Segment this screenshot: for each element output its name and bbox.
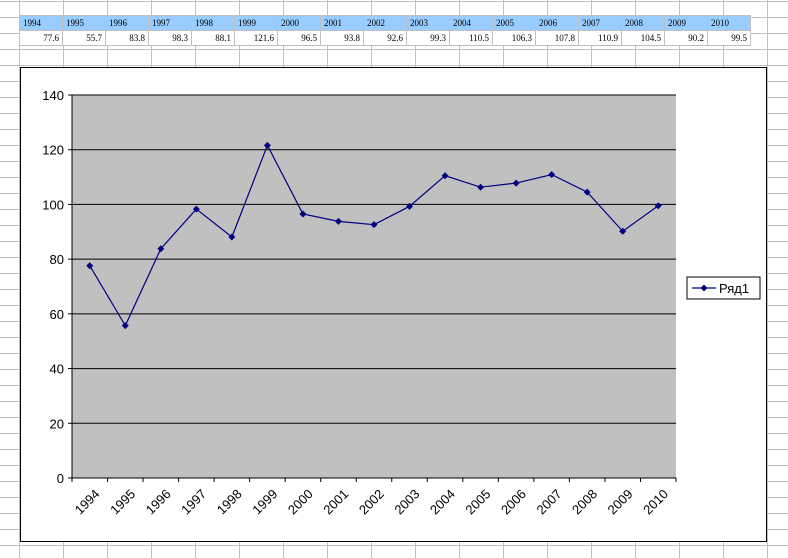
value-cell[interactable]: 92.6	[363, 30, 407, 46]
x-tick-label: 2002	[356, 486, 387, 517]
y-tick-label: 20	[50, 416, 64, 431]
plot-area	[72, 95, 676, 478]
x-tick-label: 2005	[462, 486, 493, 517]
data-point[interactable]	[370, 221, 378, 229]
y-tick-label: 60	[50, 307, 64, 322]
value-cell[interactable]: 88.1	[191, 30, 235, 46]
y-axis-ticks: 0 20 40 60 80 100 120 140	[42, 88, 72, 486]
y-tick-label: 100	[42, 197, 64, 212]
data-point[interactable]	[406, 202, 414, 210]
data-table: 1994 1995 1996 1997 1998 1999 2000 2001 2002 2003…	[19, 15, 751, 46]
legend: Ряд1	[686, 276, 761, 300]
x-tick-label: 1996	[143, 486, 174, 517]
year-cell[interactable]: 2009	[664, 15, 708, 31]
y-tick-label: 80	[50, 252, 64, 267]
x-tick-label: 2001	[320, 486, 351, 517]
chart-frame[interactable]: 0 20 40 60 80 100 120 140 1994 1995 1996 1997 1998 1…	[20, 67, 767, 542]
value-cell[interactable]: 107.8	[535, 30, 579, 46]
x-tick-label: 2008	[569, 486, 600, 517]
year-cell[interactable]: 2006	[535, 15, 579, 31]
x-tick-label: 2000	[285, 486, 316, 517]
value-cell[interactable]: 90.2	[664, 30, 708, 46]
y-tick-label: 120	[42, 143, 64, 158]
year-cell[interactable]: 2005	[492, 15, 536, 31]
year-cell[interactable]: 1999	[234, 15, 278, 31]
year-cell[interactable]: 2001	[320, 15, 364, 31]
year-cell[interactable]: 2004	[449, 15, 493, 31]
year-cell[interactable]: 2008	[621, 15, 665, 31]
data-point[interactable]	[157, 245, 165, 253]
value-cell[interactable]: 96.5	[277, 30, 321, 46]
data-point[interactable]	[583, 188, 591, 196]
value-cell[interactable]: 104.5	[621, 30, 665, 46]
gridlines	[72, 94, 676, 424]
legend-box	[686, 276, 761, 300]
value-cell[interactable]: 99.5	[707, 30, 751, 46]
series-layer	[86, 141, 662, 330]
x-tick-label: 1997	[178, 486, 209, 517]
value-cell[interactable]: 83.8	[105, 30, 149, 46]
year-cell[interactable]: 2003	[406, 15, 450, 31]
line-chart: 0 20 40 60 80 100 120 140 1994 1995 1996 1997 1998 1…	[42, 88, 761, 517]
year-cell[interactable]: 2000	[277, 15, 321, 31]
value-cell[interactable]: 93.8	[320, 30, 364, 46]
value-cell[interactable]: 110.5	[449, 30, 493, 46]
value-cell[interactable]: 55.7	[62, 30, 106, 46]
value-cell[interactable]: 110.9	[578, 30, 622, 46]
legend-label: Ряд1	[719, 281, 749, 296]
year-cell[interactable]: 1997	[148, 15, 192, 31]
year-cell[interactable]: 2010	[707, 15, 751, 31]
x-tick-label: 2007	[533, 486, 564, 517]
value-cell[interactable]: 121.6	[234, 30, 278, 46]
x-tick-label: 2006	[498, 486, 529, 517]
x-tick-label: 2003	[391, 486, 422, 517]
data-point[interactable]	[334, 217, 342, 225]
data-point[interactable]	[121, 322, 129, 330]
y-tick-label: 0	[57, 471, 64, 486]
x-axis-ticks: 1994 1995 1996 1997 1998 1999 2000 2001 2002 2003…	[71, 478, 677, 517]
data-point[interactable]	[228, 233, 236, 241]
data-point[interactable]	[86, 262, 94, 270]
x-tick-label: 1994	[72, 486, 103, 517]
x-tick-label: 2004	[427, 486, 458, 517]
data-point[interactable]	[548, 171, 556, 179]
year-cell[interactable]: 2002	[363, 15, 407, 31]
x-tick-label: 1995	[107, 486, 138, 517]
data-point[interactable]	[477, 183, 485, 191]
x-tick-label: 2009	[605, 486, 636, 517]
x-tick-label: 2010	[640, 486, 671, 517]
data-point[interactable]	[654, 202, 662, 210]
year-cell[interactable]: 2007	[578, 15, 622, 31]
data-point[interactable]	[263, 141, 271, 149]
year-header-row: 1994 1995 1996 1997 1998 1999 2000 2001 2002 2003…	[19, 15, 751, 31]
data-point[interactable]	[192, 205, 200, 213]
data-point[interactable]	[441, 172, 449, 180]
value-cell[interactable]: 106.3	[492, 30, 536, 46]
year-cell[interactable]: 1995	[62, 15, 106, 31]
data-point[interactable]	[619, 227, 627, 235]
x-tick-label: 1999	[249, 486, 280, 517]
year-cell[interactable]: 1996	[105, 15, 149, 31]
x-tick-label: 1998	[214, 486, 245, 517]
y-tick-label: 40	[50, 362, 64, 377]
value-row: 77.6 55.7 83.8 98.3 88.1 121.6 96.5 93.8 92.6 99.…	[19, 30, 751, 46]
year-cell[interactable]: 1994	[19, 15, 63, 31]
value-cell[interactable]: 98.3	[148, 30, 192, 46]
legend-marker	[700, 284, 708, 292]
data-point[interactable]	[299, 210, 307, 218]
value-cell[interactable]: 77.6	[19, 30, 63, 46]
y-tick-label: 140	[42, 88, 64, 103]
value-cell[interactable]: 99.3	[406, 30, 450, 46]
year-cell[interactable]: 1998	[191, 15, 235, 31]
data-point[interactable]	[512, 179, 520, 187]
